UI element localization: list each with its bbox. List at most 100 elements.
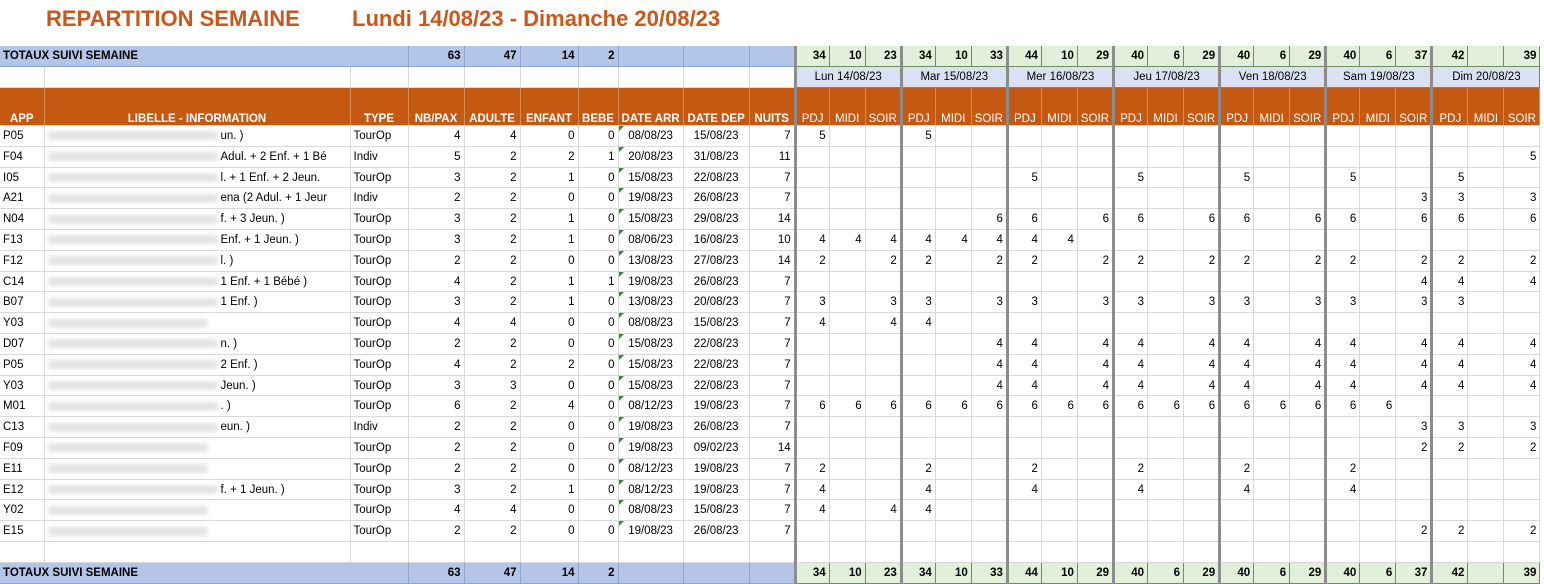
meal-cell[interactable]: 4: [1183, 354, 1221, 376]
meal-cell[interactable]: [1395, 458, 1433, 480]
meal-cell[interactable]: [1253, 437, 1291, 459]
meal-cell[interactable]: [1467, 416, 1505, 439]
totals-meal[interactable]: 39: [1503, 46, 1541, 68]
meal-cell[interactable]: [1289, 125, 1327, 147]
meal-cell[interactable]: [1359, 229, 1397, 251]
meal-cell[interactable]: [1183, 125, 1221, 147]
meal-cell[interactable]: 2: [899, 458, 936, 480]
totals-meal[interactable]: 10: [829, 46, 866, 68]
meal-cell[interactable]: 6: [1359, 395, 1397, 418]
count-cell[interactable]: 3: [408, 167, 465, 189]
meal-cell[interactable]: [1467, 520, 1505, 543]
type-cell[interactable]: TourOp: [350, 125, 409, 147]
meal-cell[interactable]: [1041, 250, 1078, 272]
meal-cell[interactable]: 4: [1112, 375, 1149, 397]
libelle-cell[interactable]: [44, 437, 351, 459]
count-cell[interactable]: 2: [464, 520, 521, 543]
meal-cell[interactable]: 6: [829, 395, 866, 418]
libelle-cell[interactable]: 1 Enf. + 1 Bébé ): [44, 271, 351, 293]
meal-cell[interactable]: [829, 187, 866, 210]
count-cell[interactable]: 2: [464, 291, 521, 314]
meal-cell[interactable]: [1147, 312, 1185, 335]
blank-cell[interactable]: [683, 66, 750, 89]
blank-cell[interactable]: [1112, 541, 1149, 563]
meal-cell[interactable]: 4: [1430, 375, 1469, 397]
meal-cell[interactable]: 4: [1218, 354, 1255, 376]
meal-cell[interactable]: [1253, 312, 1291, 335]
meal-header[interactable]: PDJ: [1324, 87, 1361, 127]
meal-cell[interactable]: [1467, 437, 1505, 459]
meal-cell[interactable]: [1289, 499, 1327, 522]
meal-cell[interactable]: [1289, 312, 1327, 335]
meal-cell[interactable]: [1359, 291, 1397, 314]
date-arr-cell[interactable]: 15/08/23: [618, 208, 684, 231]
meal-cell[interactable]: [1112, 437, 1149, 459]
meal-cell[interactable]: 6: [1112, 208, 1149, 231]
meal-cell[interactable]: [829, 437, 866, 459]
meal-cell[interactable]: 3: [1077, 291, 1115, 314]
libelle-cell[interactable]: l. ): [44, 250, 351, 272]
meal-cell[interactable]: 3: [1395, 187, 1433, 210]
meal-cell[interactable]: [1112, 520, 1149, 543]
meal-cell[interactable]: 3: [1503, 416, 1541, 439]
type-cell[interactable]: TourOp: [350, 250, 409, 272]
date-dep-cell[interactable]: 26/08/23: [683, 271, 750, 293]
meal-cell[interactable]: [1324, 125, 1361, 147]
meal-header[interactable]: SOIR: [1503, 87, 1541, 127]
libelle-cell[interactable]: Enf. + 1 Jeun. ): [44, 229, 351, 251]
totals-meal[interactable]: 6: [1359, 46, 1397, 68]
meal-cell[interactable]: 6: [1395, 208, 1433, 231]
meal-cell[interactable]: [1467, 333, 1505, 355]
totals-meal[interactable]: 10: [935, 46, 972, 68]
meal-cell[interactable]: 4: [1289, 354, 1327, 376]
app-cell[interactable]: Y02: [0, 499, 45, 522]
meal-cell[interactable]: [1359, 271, 1397, 293]
type-cell[interactable]: Indiv: [350, 416, 409, 439]
meal-header[interactable]: PDJ: [1112, 87, 1149, 127]
meal-cell[interactable]: [1147, 187, 1185, 210]
count-cell[interactable]: 1: [520, 208, 579, 231]
libelle-cell[interactable]: f. + 1 Jeun. ): [44, 479, 351, 501]
meal-cell[interactable]: [793, 375, 830, 397]
col-header-enfant[interactable]: ENFANT: [520, 87, 579, 127]
libelle-cell[interactable]: Jeun. ): [44, 375, 351, 397]
libelle-cell[interactable]: 2 Enf. ): [44, 354, 351, 376]
day-header[interactable]: Mar 15/08/23: [899, 66, 1008, 89]
meal-cell[interactable]: [1183, 146, 1221, 168]
meal-cell[interactable]: [1503, 312, 1541, 335]
count-cell[interactable]: 4: [520, 395, 579, 418]
meal-cell[interactable]: 3: [1289, 291, 1327, 314]
nuits-cell[interactable]: 7: [749, 395, 796, 418]
meal-cell[interactable]: [1467, 167, 1505, 189]
app-cell[interactable]: E12: [0, 479, 45, 501]
blank-cell[interactable]: [464, 66, 521, 89]
count-cell[interactable]: 2: [464, 271, 521, 293]
meal-cell[interactable]: [1183, 312, 1221, 335]
count-cell[interactable]: 2: [464, 167, 521, 189]
blank-cell[interactable]: [618, 66, 684, 89]
meal-cell[interactable]: [1467, 479, 1505, 501]
meal-cell[interactable]: 4: [1005, 375, 1042, 397]
meal-cell[interactable]: [1359, 458, 1397, 480]
meal-cell[interactable]: [1359, 125, 1397, 147]
meal-cell[interactable]: [1503, 229, 1541, 251]
count-cell[interactable]: 2: [464, 437, 521, 459]
meal-cell[interactable]: 5: [1005, 167, 1042, 189]
meal-cell[interactable]: [793, 208, 830, 231]
meal-cell[interactable]: 3: [1430, 187, 1469, 210]
meal-cell[interactable]: [971, 187, 1008, 210]
meal-cell[interactable]: [899, 167, 936, 189]
meal-cell[interactable]: [1324, 520, 1361, 543]
meal-cell[interactable]: [1289, 146, 1327, 168]
blank-cell[interactable]: [44, 541, 351, 563]
meal-cell[interactable]: [1077, 229, 1115, 251]
meal-cell[interactable]: 2: [1430, 520, 1469, 543]
meal-cell[interactable]: [1005, 187, 1042, 210]
totals-empty[interactable]: [618, 46, 684, 68]
nuits-cell[interactable]: 14: [749, 437, 796, 459]
meal-cell[interactable]: [1218, 416, 1255, 439]
meal-cell[interactable]: [1359, 437, 1397, 459]
meal-cell[interactable]: 3: [1005, 291, 1042, 314]
meal-cell[interactable]: [1430, 312, 1469, 335]
type-cell[interactable]: TourOp: [350, 458, 409, 480]
